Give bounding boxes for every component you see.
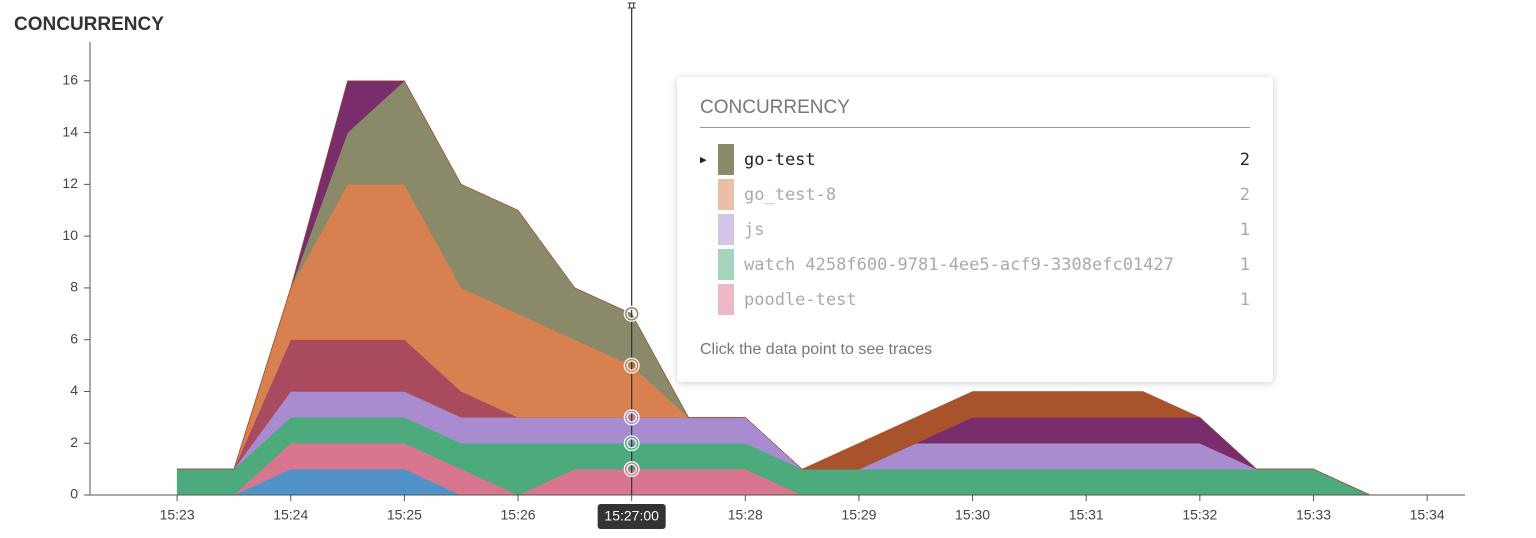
cursor-label-box — [597, 504, 666, 529]
x-tick-label: 15:31 — [1069, 507, 1104, 523]
tooltip: CONCURRENCY ▶ go-test 2 go_test-8 2 js 1 watch … — [677, 77, 1273, 382]
y-tick-label: 12 — [62, 175, 78, 191]
x-tick-label: 15:32 — [1182, 507, 1217, 523]
tooltip-value: 2 — [1239, 184, 1250, 205]
x-tick-label: 15:23 — [160, 507, 195, 523]
y-tick-label: 4 — [70, 382, 78, 398]
legend-swatch — [718, 249, 734, 280]
tooltip-hint: Click the data point to see traces — [700, 341, 933, 358]
legend-swatch — [718, 144, 734, 175]
y-tick-label: 2 — [70, 434, 78, 450]
tooltip-row: go_test-8 2 — [700, 177, 1250, 212]
point-marker-ring — [624, 462, 639, 476]
x-tick-label: 15:30 — [955, 507, 990, 523]
chart-title: CONCURRENCY — [14, 14, 164, 35]
y-tick-label: 6 — [70, 330, 78, 346]
cursor-label: 15:27:00 — [604, 508, 659, 524]
pin-icon — [627, 2, 636, 12]
point-marker-ring — [624, 436, 639, 450]
tooltip-row: js 1 — [700, 212, 1250, 247]
x-tick-label: 15:28 — [728, 507, 763, 523]
tooltip-value: 2 — [1239, 149, 1250, 170]
y-tick-label: 14 — [62, 123, 78, 139]
tooltip-row: watch 4258f600-9781-4ee5-acf9-3308efc014… — [700, 247, 1250, 282]
y-tick-label: 16 — [62, 72, 78, 88]
tooltip-row: poodle-test 1 — [700, 282, 1250, 317]
legend-label: poodle-test — [744, 289, 857, 310]
legend-label: watch 4258f600-9781-4ee5-acf9-3308efc014… — [744, 254, 1174, 275]
legend-swatch — [718, 214, 734, 245]
legend-label: js — [744, 219, 765, 240]
tooltip-row: ▶ go-test 2 — [700, 142, 1250, 177]
x-tick-label: 15:25 — [387, 507, 422, 523]
y-tick-label: 0 — [70, 486, 78, 502]
tooltip-value: 1 — [1239, 254, 1250, 275]
tooltip-rows: ▶ go-test 2 go_test-8 2 js 1 watch 4258f600-978… — [700, 142, 1250, 317]
legend-label: go-test — [744, 149, 816, 170]
point-marker-ring — [624, 307, 639, 321]
x-tick-label: 15:33 — [1296, 507, 1331, 523]
plot-area — [176, 80, 1371, 496]
row-arrow: ▶ — [700, 153, 707, 166]
x-tick-label: 15:24 — [273, 507, 308, 523]
tooltip-title: CONCURRENCY — [700, 97, 1250, 128]
x-tick-label: 15:29 — [841, 507, 876, 523]
point-marker-ring — [624, 358, 639, 373]
x-tick-label: 15:34 — [1410, 507, 1445, 523]
point-marker-ring — [624, 410, 639, 425]
legend-swatch — [718, 284, 734, 315]
tooltip-value: 1 — [1239, 219, 1250, 240]
y-tick-label: 8 — [70, 279, 78, 295]
x-tick-label: 15:26 — [501, 507, 536, 523]
legend-label: go_test-8 — [744, 184, 837, 205]
legend-swatch — [718, 179, 734, 210]
tooltip-value: 1 — [1239, 289, 1250, 310]
y-tick-label: 10 — [62, 227, 78, 243]
